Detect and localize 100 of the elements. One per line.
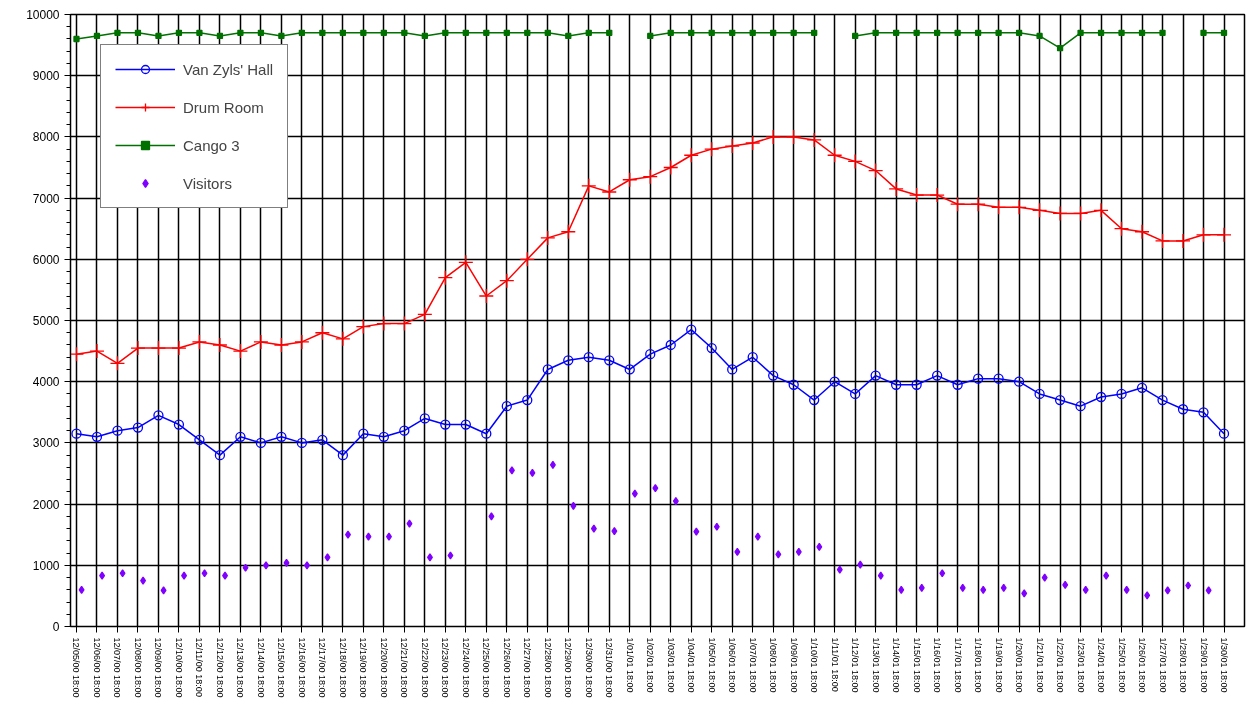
point bbox=[1123, 585, 1130, 594]
point bbox=[929, 187, 945, 203]
point bbox=[768, 370, 779, 381]
point bbox=[1218, 428, 1230, 439]
point bbox=[1157, 394, 1168, 406]
point bbox=[890, 379, 902, 390]
x-tick-label: 12/07/00 18:00 bbox=[112, 637, 123, 698]
point bbox=[652, 484, 659, 493]
point bbox=[806, 132, 822, 148]
point bbox=[419, 413, 430, 424]
point bbox=[993, 373, 1004, 384]
point bbox=[1093, 202, 1109, 218]
point bbox=[232, 343, 249, 359]
x-tick-label: 12/05/00 18:00 bbox=[71, 637, 82, 698]
x-tick-label: 12/26/00 18:00 bbox=[501, 637, 512, 698]
point bbox=[529, 468, 536, 478]
point bbox=[71, 428, 82, 439]
legend-label: Cango 3 bbox=[183, 136, 240, 154]
legend-label: Visitors bbox=[183, 174, 232, 192]
point bbox=[667, 29, 674, 37]
point bbox=[1113, 221, 1130, 237]
x-tick-label: 12/10/00 18:00 bbox=[173, 637, 184, 698]
point bbox=[704, 141, 720, 157]
x-tick-label: 1/11/01 18:00 bbox=[829, 637, 840, 692]
x-tick-label: 1/18/01 18:00 bbox=[973, 637, 984, 693]
x-tick-label: 1/03/01 18:00 bbox=[665, 637, 676, 693]
x-tick-label: 1/12/01 18:00 bbox=[850, 637, 861, 693]
x-tick-label: 1/28/01 18:00 bbox=[1178, 637, 1189, 693]
point bbox=[1159, 29, 1166, 37]
y-tick-label: 2000 bbox=[32, 497, 60, 512]
point bbox=[508, 466, 515, 475]
x-tick-label: 1/24/01 18:00 bbox=[1096, 637, 1107, 693]
point bbox=[706, 342, 717, 354]
point bbox=[549, 460, 556, 470]
y-tick-label: 7000 bbox=[32, 191, 60, 206]
point bbox=[611, 526, 618, 536]
y-tick-label: 0 bbox=[52, 620, 60, 634]
point bbox=[237, 29, 244, 37]
point bbox=[563, 355, 574, 366]
point bbox=[624, 364, 635, 375]
y-tick-label: 8000 bbox=[32, 130, 60, 145]
point bbox=[570, 501, 577, 511]
x-tick-label: 1/09/01 18:00 bbox=[788, 637, 799, 693]
point bbox=[827, 147, 843, 163]
point bbox=[337, 450, 349, 461]
x-tick-label: 1/06/01 18:00 bbox=[727, 637, 738, 693]
point bbox=[317, 434, 328, 445]
x-tick-label: 1/29/01 18:00 bbox=[1198, 637, 1209, 693]
point bbox=[795, 547, 802, 556]
point bbox=[109, 355, 126, 371]
point bbox=[522, 394, 533, 406]
x-tick-label: 12/19/00 18:00 bbox=[358, 637, 369, 698]
point bbox=[540, 230, 556, 246]
point bbox=[590, 524, 597, 533]
point bbox=[1056, 45, 1064, 52]
point bbox=[631, 489, 638, 498]
x-tick-label: 1/08/01 18:00 bbox=[768, 637, 779, 693]
point bbox=[134, 29, 142, 37]
point bbox=[114, 29, 121, 37]
point bbox=[524, 29, 531, 37]
point bbox=[99, 571, 106, 580]
point bbox=[1118, 29, 1125, 37]
x-tick-label: 12/16/00 18:00 bbox=[296, 637, 307, 698]
point bbox=[1011, 199, 1027, 215]
point bbox=[1216, 227, 1232, 243]
point bbox=[606, 29, 613, 37]
point bbox=[898, 585, 905, 594]
point bbox=[931, 370, 943, 381]
point bbox=[847, 153, 863, 170]
point bbox=[191, 334, 208, 350]
point bbox=[401, 29, 408, 37]
point bbox=[583, 352, 594, 363]
x-tick-label: 1/05/01 18:00 bbox=[706, 637, 717, 693]
point bbox=[365, 532, 372, 541]
point bbox=[542, 364, 553, 375]
point bbox=[1036, 32, 1043, 40]
x-tick-label: 12/06/00 18:00 bbox=[91, 637, 102, 698]
point bbox=[601, 184, 617, 200]
point bbox=[222, 571, 229, 580]
point bbox=[1134, 224, 1150, 240]
point bbox=[790, 29, 797, 37]
x-tick-label: 1/13/01 18:00 bbox=[870, 637, 881, 693]
point bbox=[421, 32, 428, 40]
point bbox=[686, 324, 697, 335]
point bbox=[1041, 573, 1048, 582]
x-tick-label: 12/22/00 18:00 bbox=[419, 637, 430, 698]
point bbox=[194, 434, 205, 445]
point bbox=[296, 437, 308, 449]
x-tick-label: 12/13/00 18:00 bbox=[235, 637, 246, 698]
point bbox=[693, 527, 700, 536]
point bbox=[939, 569, 946, 578]
point bbox=[765, 129, 781, 145]
point bbox=[872, 29, 879, 37]
point bbox=[70, 346, 85, 362]
point bbox=[257, 29, 265, 37]
point bbox=[1013, 376, 1025, 387]
point bbox=[647, 32, 654, 40]
point bbox=[89, 343, 105, 359]
point bbox=[749, 29, 756, 37]
x-tick-label: 12/12/00 18:00 bbox=[214, 637, 225, 698]
